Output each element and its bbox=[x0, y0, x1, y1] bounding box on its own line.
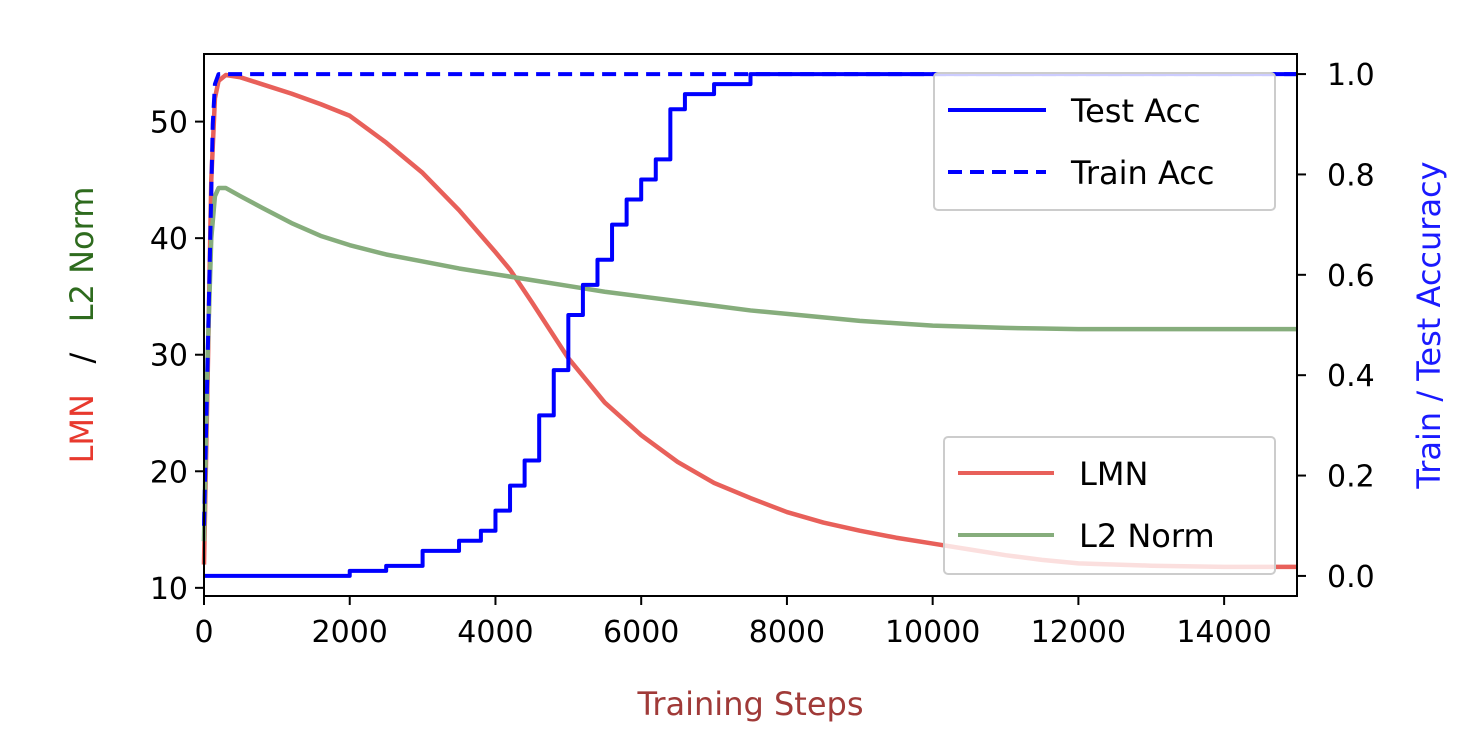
legend-lmn-label: LMN bbox=[1079, 455, 1148, 493]
x-tick-label: 10000 bbox=[885, 615, 980, 650]
right-y-tick-label: 0.0 bbox=[1327, 560, 1375, 595]
right-y-tick-label: 0.2 bbox=[1327, 460, 1375, 495]
legend-accuracy: Test Acc Train Acc bbox=[933, 72, 1276, 211]
x-axis-ticks: 0 2000 4000 6000 8000 10000 12000 14000 bbox=[194, 596, 1272, 650]
right-y-axis-title: Train / Test Accuracy bbox=[1410, 161, 1448, 489]
x-tick-label: 12000 bbox=[1031, 615, 1126, 650]
left-y-axis-title-space bbox=[63, 332, 101, 342]
x-tick-label: 2000 bbox=[312, 615, 388, 650]
right-y-axis-ticks: 0.0 0.2 0.4 0.6 0.8 1.0 bbox=[1297, 58, 1375, 595]
left-y-tick-label: 50 bbox=[150, 106, 188, 141]
right-y-tick-label: 0.6 bbox=[1327, 259, 1375, 294]
left-y-tick-label: 20 bbox=[150, 455, 188, 490]
right-y-tick-label: 0.4 bbox=[1327, 359, 1375, 394]
x-tick-label: 4000 bbox=[457, 615, 533, 650]
left-y-tick-label: 10 bbox=[150, 572, 188, 607]
series-test-acc-line bbox=[204, 72, 1297, 578]
right-y-tick-label: 0.8 bbox=[1327, 158, 1375, 193]
x-tick-label: 6000 bbox=[603, 615, 679, 650]
legend-norms: LMN L2 Norm bbox=[943, 436, 1276, 575]
left-y-tick-label: 40 bbox=[150, 222, 188, 257]
series-train-acc-line bbox=[202, 72, 1297, 526]
left-y-axis-ticks: 10 20 30 40 50 bbox=[150, 106, 204, 607]
legend-l2norm-label: L2 Norm bbox=[1079, 517, 1215, 555]
x-tick-label: 8000 bbox=[749, 615, 825, 650]
left-y-tick-label: 30 bbox=[150, 339, 188, 374]
left-y-axis-title-separator bbox=[63, 374, 101, 384]
right-y-tick-label: 1.0 bbox=[1327, 58, 1375, 93]
series-l2norm-line bbox=[201, 185, 1297, 542]
left-y-axis-title-lmn: LMN bbox=[63, 394, 101, 463]
left-y-axis-title-slash: / bbox=[63, 353, 101, 364]
legend-accuracy-box bbox=[933, 72, 1276, 211]
left-y-axis-title-l2norm: L2 Norm bbox=[63, 187, 101, 323]
x-axis-title: Training Steps bbox=[637, 685, 864, 723]
x-tick-label: 0 bbox=[194, 615, 213, 650]
plot-area-frame bbox=[203, 53, 1298, 597]
legend-test-acc-label: Test Acc bbox=[1070, 92, 1201, 130]
left-y-axis-title: LMN / L2 Norm bbox=[63, 187, 101, 464]
x-tick-label: 14000 bbox=[1176, 615, 1271, 650]
legend-train-acc-label: Train Acc bbox=[1070, 154, 1214, 192]
